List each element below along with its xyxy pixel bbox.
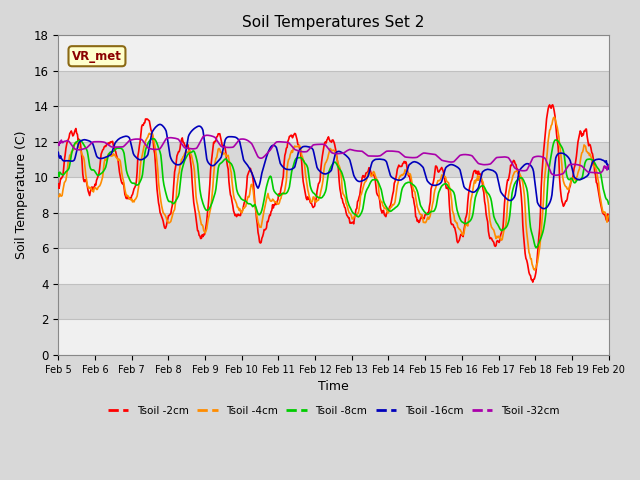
Bar (58, 142, 609, 178)
Legend: Tsoil -2cm, Tsoil -4cm, Tsoil -8cm, Tsoil -16cm, Tsoil -32cm: Tsoil -2cm, Tsoil -4cm, Tsoil -8cm, Tsoi… (103, 402, 563, 420)
Title: Soil Temperatures Set 2: Soil Temperatures Set 2 (242, 15, 424, 30)
Text: VR_met: VR_met (72, 50, 122, 63)
Bar (58, 284, 609, 320)
Bar (58, 36, 609, 71)
Bar (58, 320, 609, 355)
Y-axis label: Soil Temperature (C): Soil Temperature (C) (15, 131, 28, 259)
Bar (58, 213, 609, 249)
Bar (58, 178, 609, 213)
X-axis label: Time: Time (318, 380, 349, 393)
Bar (58, 107, 609, 142)
Bar (58, 71, 609, 107)
Bar (58, 249, 609, 284)
